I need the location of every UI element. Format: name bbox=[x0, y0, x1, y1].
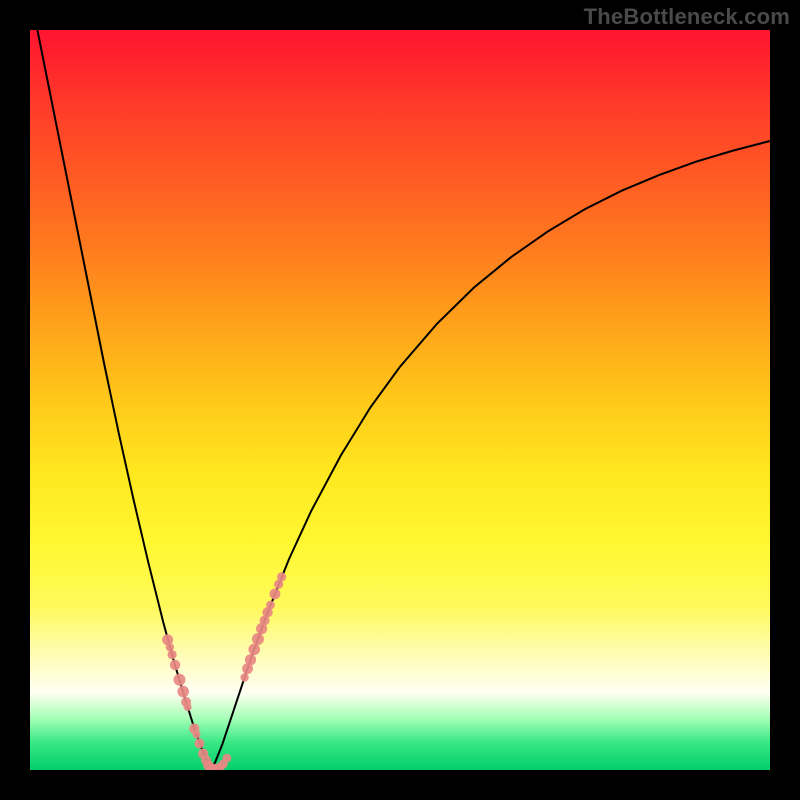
data-marker bbox=[245, 654, 256, 665]
data-marker bbox=[184, 703, 192, 711]
data-marker bbox=[173, 674, 185, 686]
data-marker bbox=[277, 572, 286, 581]
watermark-text: TheBottleneck.com bbox=[584, 4, 790, 30]
data-marker bbox=[240, 673, 248, 681]
data-marker bbox=[170, 660, 180, 670]
gradient-background bbox=[30, 30, 770, 770]
data-marker bbox=[266, 601, 275, 610]
data-marker bbox=[222, 754, 231, 763]
data-marker bbox=[270, 588, 281, 599]
chart-canvas: TheBottleneck.com bbox=[0, 0, 800, 800]
plot-area bbox=[30, 30, 770, 770]
data-marker bbox=[167, 650, 176, 659]
data-marker bbox=[177, 686, 189, 698]
data-marker bbox=[248, 644, 260, 656]
data-marker bbox=[193, 730, 201, 738]
data-marker bbox=[252, 633, 264, 645]
plot-svg bbox=[30, 30, 770, 770]
data-marker bbox=[194, 738, 204, 748]
